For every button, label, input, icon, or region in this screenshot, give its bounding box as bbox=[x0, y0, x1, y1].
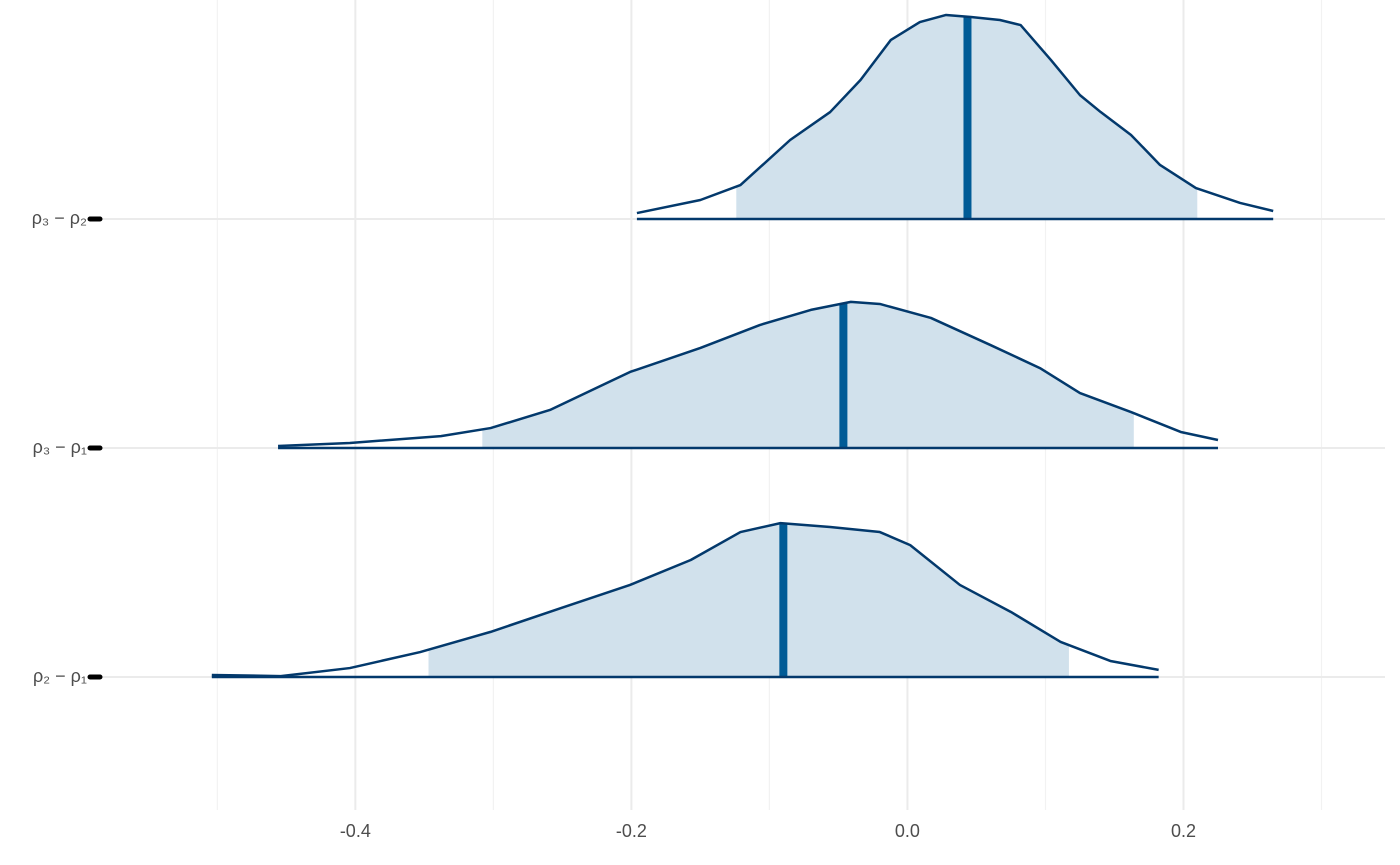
x-tick-label: -0.4 bbox=[340, 821, 371, 841]
density-curve bbox=[211, 521, 1159, 678]
interval-area bbox=[482, 301, 1134, 448]
y-tick-label: ρ₃ − ρ₂ bbox=[32, 208, 87, 228]
x-tick-label: 0.2 bbox=[1171, 821, 1196, 841]
density-curve bbox=[636, 13, 1274, 215]
y-tick-label: ρ₃ − ρ₁ bbox=[33, 437, 87, 457]
interval-area bbox=[428, 523, 1069, 677]
y-tick-label: ρ₂ − ρ₁ bbox=[33, 666, 87, 686]
x-tick-label: 0.0 bbox=[895, 821, 920, 841]
x-tick-label: -0.2 bbox=[616, 821, 647, 841]
density-curve bbox=[277, 300, 1219, 448]
